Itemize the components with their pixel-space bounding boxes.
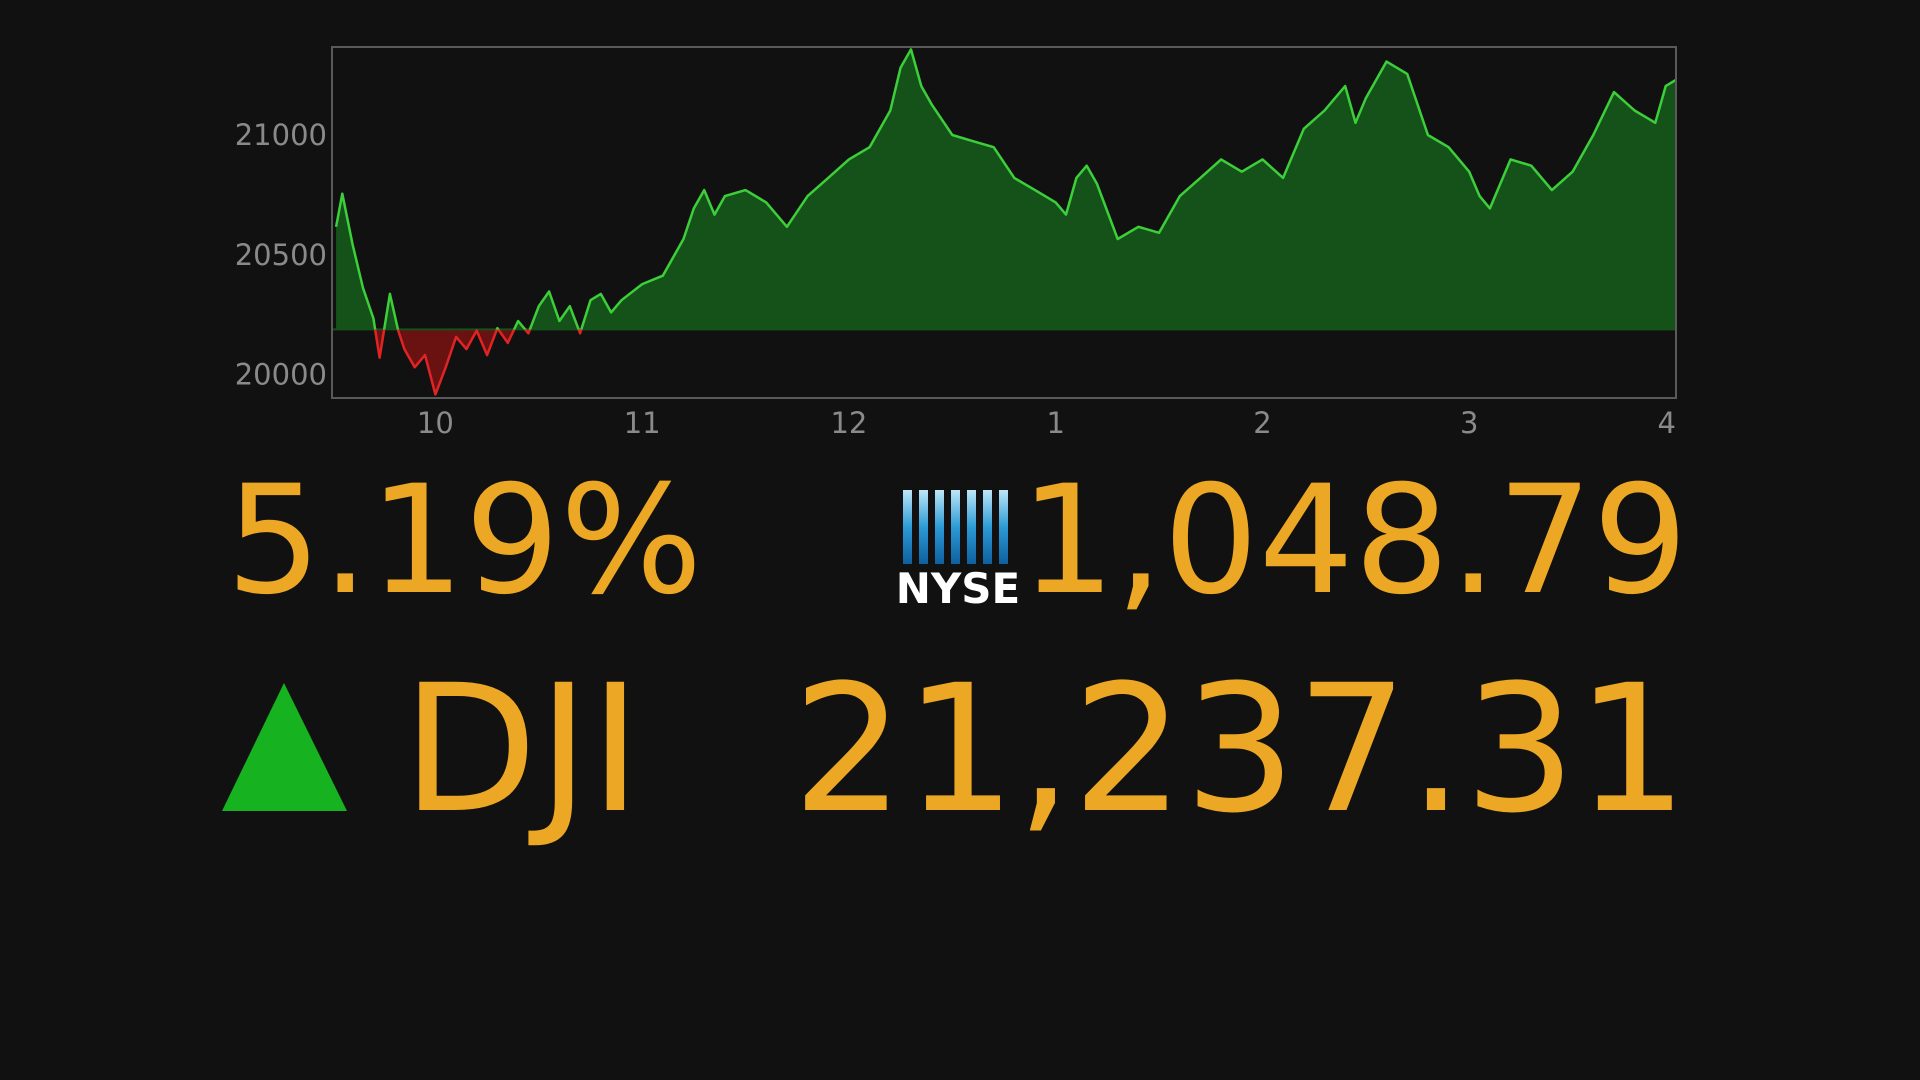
exchange-name: NYSE bbox=[896, 564, 1021, 613]
price: 21,237.31 bbox=[792, 647, 1688, 852]
logo-bar bbox=[967, 490, 976, 564]
x-tick-label: 12 bbox=[830, 406, 867, 440]
plot-frame bbox=[331, 46, 1677, 399]
logo-bar bbox=[919, 490, 928, 564]
symbol: DJI bbox=[402, 647, 641, 852]
logo-bars bbox=[903, 490, 1008, 564]
logo-bar bbox=[903, 490, 912, 564]
x-tick-label: 1 bbox=[1046, 406, 1064, 440]
price-line bbox=[334, 48, 1677, 396]
nyse-logo: NYSE bbox=[896, 490, 1021, 613]
x-tick-label: 10 bbox=[417, 406, 454, 440]
y-tick-label: 20000 bbox=[235, 358, 327, 392]
logo-bar bbox=[999, 490, 1008, 564]
exchange-points: 1,048.79 bbox=[1020, 454, 1688, 628]
change-percent: 5.19% bbox=[226, 454, 703, 628]
y-tick-label: 20500 bbox=[235, 238, 327, 272]
logo-bar bbox=[951, 490, 960, 564]
y-tick-label: 21000 bbox=[235, 118, 327, 152]
logo-bar bbox=[983, 490, 992, 564]
area-fill bbox=[336, 49, 1677, 395]
direction-arrow bbox=[222, 683, 347, 811]
logo-bar bbox=[935, 490, 944, 564]
x-tick-label: 11 bbox=[624, 406, 661, 440]
x-tick-label: 2 bbox=[1253, 406, 1271, 440]
x-tick-label: 4 bbox=[1658, 406, 1676, 440]
x-tick-label: 3 bbox=[1460, 406, 1478, 440]
